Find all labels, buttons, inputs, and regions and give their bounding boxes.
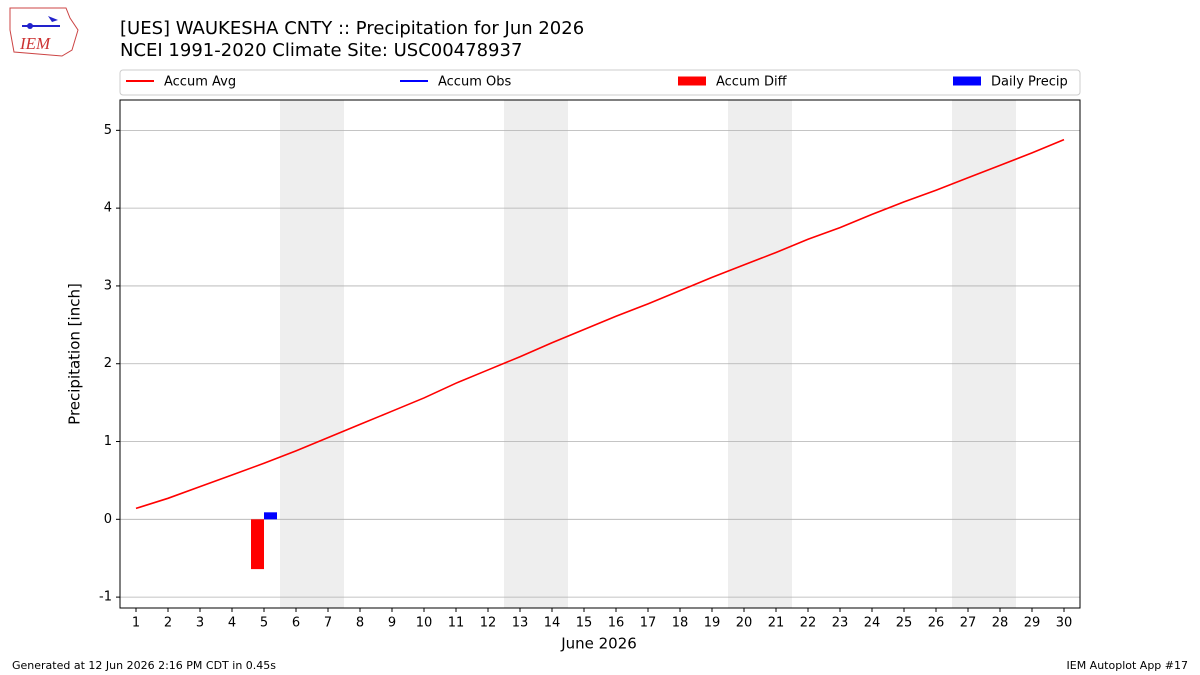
x-tick-label: 2	[164, 616, 172, 631]
legend-swatch	[678, 76, 706, 86]
x-tick-label: 15	[576, 616, 593, 631]
x-tick-label: 30	[1056, 616, 1073, 631]
logo-text: IEM	[19, 34, 51, 53]
x-tick-label: 17	[640, 616, 657, 631]
x-tick-label: 22	[800, 616, 817, 631]
y-axis-label: Precipitation [inch]	[66, 283, 84, 425]
x-tick-label: 20	[736, 616, 753, 631]
legend-label: Accum Obs	[438, 75, 511, 90]
x-tick-label: 26	[928, 616, 945, 631]
footer-left: Generated at 12 Jun 2026 2:16 PM CDT in …	[12, 659, 276, 672]
y-tick-label: 3	[104, 278, 112, 293]
x-tick-label: 12	[480, 616, 497, 631]
weekend-shade	[952, 100, 1016, 608]
y-tick-label: 4	[104, 201, 112, 216]
line	[135, 138, 1065, 510]
footer-right: IEM Autoplot App #17	[1067, 659, 1189, 672]
legend-box	[119, 69, 1081, 96]
x-tick-label: 7	[324, 616, 332, 631]
weekend-shade	[504, 100, 568, 608]
legend-swatch	[953, 76, 981, 86]
x-tick-label: 28	[992, 616, 1009, 631]
plot-frame	[119, 99, 1081, 609]
x-tick-label: 16	[608, 616, 625, 631]
x-tick-label: 1	[132, 616, 140, 631]
legend-label: Daily Precip	[991, 75, 1068, 90]
x-tick-label: 29	[1024, 616, 1041, 631]
x-tick-label: 9	[388, 616, 396, 631]
legend-label: Accum Diff	[716, 75, 788, 90]
x-tick-label: 18	[672, 616, 689, 631]
x-tick-label: 23	[832, 616, 849, 631]
legend-label: Accum Avg	[164, 75, 236, 90]
x-tick-label: 25	[896, 616, 913, 631]
logo: IEM	[9, 7, 79, 57]
x-tick-label: 14	[544, 616, 561, 631]
x-tick-label: 6	[292, 616, 300, 631]
y-tick-label: 1	[104, 434, 112, 449]
x-tick-label: 24	[864, 616, 881, 631]
x-tick-label: 5	[260, 616, 268, 631]
y-tick-label: 2	[104, 356, 112, 371]
x-tick-label: 13	[512, 616, 529, 631]
x-tick-label: 4	[228, 616, 236, 631]
bar	[264, 512, 277, 520]
x-tick-label: 3	[196, 616, 204, 631]
chart-title: [UES] WAUKESHA CNTY :: Precipitation for…	[120, 18, 584, 39]
x-tick-label: 19	[704, 616, 721, 631]
bar	[251, 519, 264, 570]
x-axis-label: June 2026	[560, 635, 637, 653]
x-tick-label: 8	[356, 616, 364, 631]
chart-subtitle: NCEI 1991-2020 Climate Site: USC00478937	[120, 40, 522, 61]
weekend-shade	[280, 100, 344, 608]
y-tick-label: -1	[99, 590, 112, 605]
x-tick-label: 21	[768, 616, 785, 631]
y-tick-label: 5	[104, 123, 112, 138]
x-tick-label: 10	[416, 616, 433, 631]
weekend-shade	[728, 100, 792, 608]
y-tick-label: 0	[104, 512, 112, 527]
x-tick-label: 27	[960, 616, 977, 631]
x-tick-label: 11	[448, 616, 465, 631]
